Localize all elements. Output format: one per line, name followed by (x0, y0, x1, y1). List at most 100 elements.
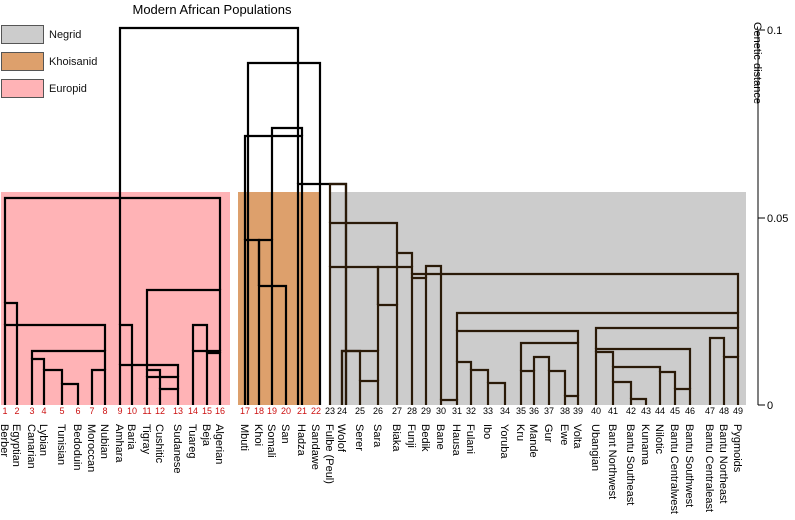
negrid-merge-31 (328, 221, 399, 267)
negrid-branch-25 (708, 336, 726, 405)
leaf-name-30: Bane (434, 424, 446, 450)
leaf-number-14: 14 (188, 406, 198, 416)
main-branch-19 (257, 284, 288, 405)
leaf-number-17: 17 (240, 406, 250, 416)
leaf-number-31: 31 (452, 406, 462, 416)
negrid-merge-20 (629, 397, 648, 405)
leaf-number-42: 42 (626, 406, 636, 416)
negrid-merge-28 (455, 311, 740, 331)
leaf-number-22: 22 (311, 406, 321, 416)
leaf-name-42: Bantu Southeast (624, 424, 636, 505)
negrid-merge-19 (611, 380, 633, 405)
leaf-name-48: Bantu Northeast (717, 424, 729, 504)
negrid-branch-24 (594, 347, 692, 389)
main-merge-13 (205, 351, 222, 405)
leaf-name-14: Tuareg (186, 424, 198, 458)
negrid-merge-16 (519, 341, 580, 396)
leaf-name-4: Lybian (37, 424, 49, 456)
negrid-branch-6 (410, 276, 428, 405)
main-branch-13 (205, 351, 222, 405)
leaf-number-36: 36 (529, 406, 539, 416)
leaf-number-12: 12 (155, 406, 165, 416)
negrid-merge-18 (594, 350, 615, 405)
leaf-name-31: Hausa (450, 424, 462, 457)
leaf-number-13: 13 (173, 406, 183, 416)
leaf-name-41: Bant Northwest (606, 424, 618, 499)
leaf-name-36: Mande (527, 424, 539, 458)
leaf-name-34: Yoruba (498, 424, 510, 459)
leaf-name-20: San (279, 424, 291, 444)
leaf-name-44: Nilotic (653, 424, 665, 454)
legend-swatch-europid (1, 79, 44, 98)
leaf-name-6: Bedoduin (71, 424, 83, 471)
negrid-branch-15 (563, 394, 580, 405)
leaf-name-5: Tunisian (55, 424, 67, 465)
negrid-branch-9 (455, 360, 473, 400)
leaf-number-26: 26 (373, 406, 383, 416)
legend-swatch-negrid (1, 25, 44, 44)
negrid-branch-17 (455, 329, 580, 362)
leaf-number-29: 29 (421, 406, 431, 416)
main-branch-15 (145, 288, 222, 370)
main-merge-20 (243, 134, 304, 405)
leaf-name-27: Biaka (390, 424, 402, 452)
leaf-number-44: 44 (655, 406, 665, 416)
main-merge-14 (191, 349, 222, 405)
negrid-branch-31 (328, 221, 399, 267)
main-branch-6 (3, 323, 107, 405)
main-merge-10 (145, 375, 180, 405)
leaf-number-24: 24 (337, 406, 347, 416)
legend-label-europid: Europid (49, 83, 87, 95)
negrid-merge-9 (455, 360, 473, 400)
main-merge-4 (90, 368, 107, 405)
leaf-name-8: Nubian (98, 424, 110, 459)
leaf-number-30: 30 (436, 406, 446, 416)
leaf-name-28: Funji (405, 424, 417, 448)
leaf-name-35: Kru (514, 424, 526, 441)
main-branch-20 (243, 134, 304, 405)
leaf-number-23: 23 (325, 406, 335, 416)
europid-region (1, 192, 230, 405)
leaf-name-25: Serer (353, 424, 365, 451)
main-branch-23 (246, 61, 322, 405)
leaf-name-47: Bantu Centraleast (703, 424, 715, 512)
main-branch-16 (3, 196, 222, 303)
legend-label-khoisanid: Khoisanid (49, 56, 98, 68)
main-branch-22 (118, 26, 300, 325)
negrid-branch-13 (532, 355, 551, 371)
leaf-names: Berber Egyptian Canarian Lybian Tunisian Bedo… (0, 424, 743, 514)
main-merge-11 (118, 363, 180, 405)
main-merge-5 (30, 349, 107, 370)
negrid-merge-2 (340, 349, 380, 405)
main-branch-1 (30, 357, 46, 405)
leaf-number-38: 38 (560, 406, 570, 416)
negrid-merge-14 (547, 369, 567, 405)
negrid-branch-23 (673, 387, 692, 405)
leaf-number-1: 1 (2, 406, 7, 416)
leaf-name-18: Khoi (252, 424, 264, 446)
leaf-name-7: Moroccan (85, 424, 97, 472)
negrid-merge-32 (328, 182, 348, 405)
negrid-branch-5 (376, 265, 414, 305)
leaf-number-28: 28 (407, 406, 417, 416)
leaf-name-21: Hadza (295, 424, 307, 457)
leaf-number-19: 19 (267, 406, 277, 416)
leaf-name-22: Sandawe (309, 424, 321, 470)
leaf-number-48: 48 (719, 406, 729, 416)
negrid-merge-4 (376, 303, 399, 405)
leaf-number-21: 21 (297, 406, 307, 416)
leaf-number-15: 15 (202, 406, 212, 416)
main-branch-11 (118, 363, 180, 405)
negrid-branch-14 (547, 369, 567, 405)
leaf-number-9: 9 (117, 406, 122, 416)
negrid-merge-24 (594, 347, 692, 389)
axis-tick-label-0.1: 0.1 (767, 25, 782, 37)
leaf-name-9: Amhara (113, 424, 125, 463)
main-merge-6 (3, 323, 107, 405)
leaf-number-18: 18 (254, 406, 264, 416)
negrid-merge-5 (376, 265, 414, 305)
main-merge-1 (30, 357, 46, 405)
negrid-branch-12 (519, 369, 536, 405)
main-branch-2 (60, 382, 80, 405)
